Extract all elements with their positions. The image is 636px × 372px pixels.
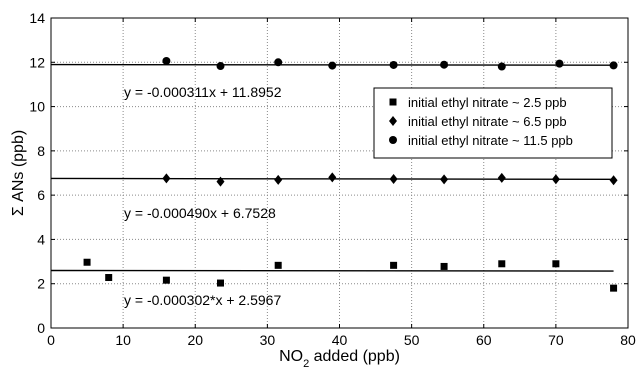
y-tick-label: 8 bbox=[37, 143, 45, 159]
y-tick-label: 0 bbox=[37, 320, 45, 336]
square-point bbox=[216, 279, 224, 287]
square-point bbox=[274, 261, 282, 269]
diamond-point bbox=[497, 172, 506, 183]
x-axis-label: NO2 added (ppb) bbox=[279, 348, 400, 370]
fit-equation-1: y = -0.000302*x + 2.5967 bbox=[124, 292, 281, 308]
legend-box bbox=[373, 87, 613, 159]
x-tick-label: 40 bbox=[332, 332, 348, 348]
x-tick-label: 10 bbox=[115, 332, 131, 348]
diamond-point bbox=[162, 173, 171, 184]
x-tick-label: 60 bbox=[476, 332, 492, 348]
data-points bbox=[83, 56, 618, 292]
square-point bbox=[162, 276, 170, 284]
fit-equation-2: y = -0.000490x + 6.7528 bbox=[124, 205, 276, 221]
square-point bbox=[440, 262, 448, 270]
fit-equation-3: y = -0.000311x + 11.8952 bbox=[124, 84, 282, 100]
circle-point bbox=[497, 62, 506, 71]
circle-point bbox=[162, 56, 171, 65]
legend-entry: initial ethyl nitrate ~ 2.5 ppb bbox=[408, 95, 567, 110]
square-point bbox=[552, 260, 560, 268]
square-point bbox=[498, 260, 506, 268]
diamond-point bbox=[216, 176, 225, 187]
legend-diamond-marker bbox=[389, 116, 397, 126]
diamond-point bbox=[551, 174, 560, 185]
diamond-point bbox=[389, 173, 398, 184]
y-tick-label: 6 bbox=[37, 187, 45, 203]
legend-circle-marker bbox=[389, 136, 397, 144]
circle-point bbox=[555, 59, 564, 68]
circle-point bbox=[274, 58, 283, 67]
circle-point bbox=[440, 60, 449, 69]
square-point bbox=[105, 274, 113, 282]
legend-square-marker bbox=[389, 98, 397, 106]
legend: initial ethyl nitrate ~ 2.5 ppb initial e… bbox=[373, 87, 613, 159]
fit-line-1 bbox=[50, 269, 614, 272]
y-tick-label: 4 bbox=[37, 231, 45, 247]
x-label-main: NO bbox=[279, 348, 303, 365]
x-axis-ticks: 0 10 20 30 40 50 60 70 80 bbox=[47, 18, 636, 348]
diamond-point bbox=[328, 172, 337, 183]
legend-entry: initial ethyl nitrate ~ 6.5 ppb bbox=[408, 114, 567, 129]
circle-point bbox=[609, 61, 618, 70]
x-label-rest: added (ppb) bbox=[309, 348, 400, 365]
y-tick-label: 14 bbox=[29, 10, 45, 26]
y-tick-label: 12 bbox=[29, 54, 45, 70]
diamond-point bbox=[609, 175, 618, 186]
x-tick-label: 80 bbox=[620, 332, 636, 348]
legend-entry: initial ethyl nitrate ~ 11.5 ppb bbox=[408, 133, 573, 148]
x-tick-label: 0 bbox=[47, 332, 55, 348]
y-axis-label: Σ ANs (ppb) bbox=[10, 130, 27, 216]
square-point bbox=[83, 258, 91, 266]
y-axis-ticks: 0 2 4 6 8 10 12 14 bbox=[29, 10, 628, 336]
x-tick-label: 20 bbox=[187, 332, 203, 348]
x-tick-label: 50 bbox=[404, 332, 420, 348]
y-tick-label: 2 bbox=[37, 276, 45, 292]
x-tick-label: 70 bbox=[548, 332, 564, 348]
x-label-subscript: 2 bbox=[303, 358, 309, 370]
diamond-point bbox=[274, 174, 283, 185]
square-point bbox=[610, 284, 618, 292]
circle-point bbox=[389, 60, 398, 69]
y-tick-label: 10 bbox=[29, 99, 45, 115]
diamond-point bbox=[440, 174, 449, 185]
circle-point bbox=[216, 62, 225, 71]
x-tick-label: 30 bbox=[260, 332, 276, 348]
circle-point bbox=[328, 61, 337, 70]
fit-equations: y = -0.000302*x + 2.5967 y = -0.000490x +… bbox=[124, 84, 282, 308]
square-point bbox=[390, 261, 398, 269]
